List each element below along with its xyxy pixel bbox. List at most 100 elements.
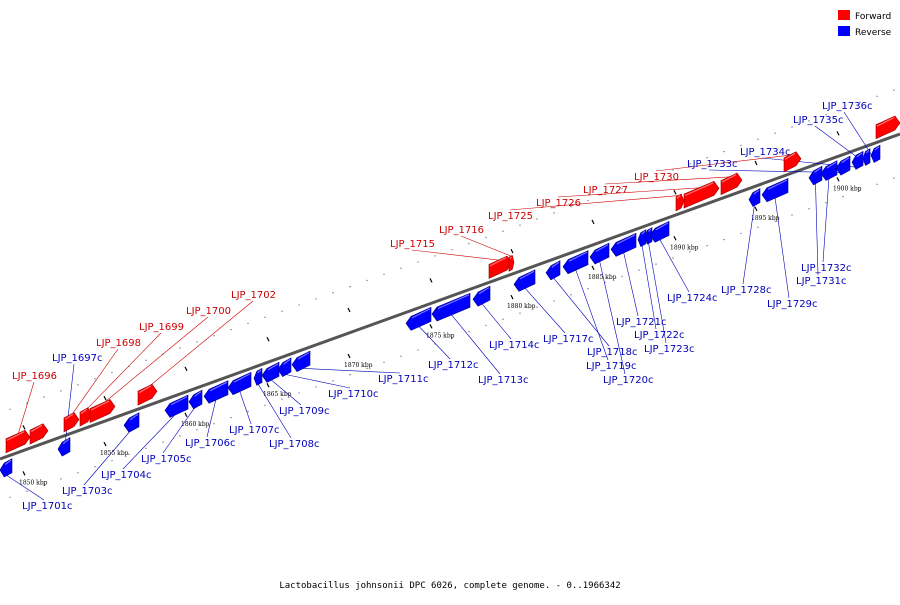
gene-ljp-1707c[interactable]: [227, 371, 252, 396]
tick-mark-upper: [184, 366, 188, 372]
gene-label[interactable]: LJP_1728c: [721, 285, 772, 296]
gene-ljp-1723c[interactable]: [644, 227, 653, 245]
gene-label[interactable]: LJP_1706c: [185, 438, 236, 449]
gene-ljp-1696[interactable]: [5, 429, 31, 454]
gene-ljp-1722c[interactable]: [637, 229, 647, 248]
gene-ljp-1711c[interactable]: [291, 350, 311, 372]
gene-label[interactable]: LJP_1734c: [740, 147, 791, 158]
gene-features[interactable]: [0, 115, 900, 478]
label-leader-line: [122, 413, 177, 470]
gene-ljp-1701c[interactable]: [0, 458, 13, 478]
gene-label[interactable]: LJP_1733c: [687, 159, 738, 170]
gene-ljp-1730[interactable]: [783, 151, 802, 173]
gene-ljp-1729c[interactable]: [761, 178, 789, 203]
gene-ljp-1717c[interactable]: [513, 269, 536, 292]
gene-ljp-1698[interactable]: [63, 412, 80, 433]
gene-label[interactable]: LJP_1699: [139, 322, 184, 333]
gene-ljp-1709c[interactable]: [261, 361, 280, 383]
gene-label[interactable]: LJP_1707c: [229, 425, 280, 436]
gene-label[interactable]: LJP_1724c: [667, 293, 718, 304]
gene-label[interactable]: LJP_1703c: [62, 486, 113, 497]
gene-ljp-1734c[interactable]: [851, 150, 864, 170]
gene-label[interactable]: LJP_1720c: [603, 375, 654, 386]
gene-label[interactable]: LJP_1730: [634, 172, 679, 183]
gene-label[interactable]: LJP_1725: [488, 211, 533, 222]
gene-ljp-1724c[interactable]: [649, 220, 670, 243]
gene-highlight: [489, 257, 507, 267]
gene-label[interactable]: LJP_1735c: [793, 115, 844, 126]
tick-mark-lower: [754, 206, 758, 212]
gene-label[interactable]: LJP_1705c: [141, 454, 192, 465]
gene-ljp-1733c[interactable]: [835, 155, 851, 176]
gene-label[interactable]: LJP_1708c: [269, 439, 320, 450]
gene-highlight: [257, 369, 262, 374]
gene-ljp-1700[interactable]: [89, 399, 116, 423]
gene-labels[interactable]: LJP_1696LJP_1697cLJP_1698LJP_1699LJP_170…: [12, 101, 873, 512]
gene-ljp-1731c[interactable]: [808, 165, 823, 186]
gene-ljp-1714c[interactable]: [472, 285, 491, 307]
guide-dot: [213, 423, 215, 425]
gene-label[interactable]: LJP_1721c: [616, 317, 667, 328]
gene-label[interactable]: LJP_1723c: [644, 344, 695, 355]
gene-feature-forward[interactable]: [29, 423, 49, 445]
gene-label[interactable]: LJP_1729c: [767, 299, 818, 310]
gene-label[interactable]: LJP_1711c: [378, 374, 429, 385]
gene-label[interactable]: LJP_1726: [536, 198, 581, 209]
gene-label[interactable]: LJP_1718c: [587, 347, 638, 358]
gene-ljp-1716[interactable]: [508, 254, 515, 272]
gene-label[interactable]: LJP_1736c: [822, 101, 873, 112]
gene-label[interactable]: LJP_1697c: [52, 353, 103, 364]
gene-ljp-1732c[interactable]: [820, 160, 838, 181]
gene-ljp-1704c[interactable]: [164, 394, 189, 418]
gene-highlight: [648, 228, 652, 233]
gene-label[interactable]: LJP_1731c: [796, 276, 847, 287]
guide-dot: [247, 322, 249, 325]
gene-label[interactable]: LJP_1709c: [279, 406, 330, 417]
gene-label[interactable]: LJP_1696: [12, 371, 57, 382]
gene-label[interactable]: LJP_1714c: [489, 340, 540, 351]
gene-feature-forward[interactable]: [875, 115, 900, 140]
gene-ljp-1726[interactable]: [683, 181, 720, 209]
guide-dot: [213, 335, 215, 337]
gene-ljp-1718c[interactable]: [545, 260, 561, 281]
gene-ljp-1728c[interactable]: [748, 188, 761, 207]
gene-ljp-1706c[interactable]: [203, 380, 229, 404]
gene-label[interactable]: LJP_1701c: [22, 501, 73, 512]
gene-label[interactable]: LJP_1719c: [586, 361, 637, 372]
gene-label[interactable]: LJP_1712c: [428, 360, 479, 371]
gene-ljp-1705c[interactable]: [188, 389, 203, 410]
guide-dot: [740, 144, 742, 147]
gene-ljp-1720c[interactable]: [589, 242, 610, 265]
gene-label[interactable]: LJP_1704c: [101, 470, 152, 481]
gene-ljp-1703c[interactable]: [123, 412, 140, 433]
gene-ljp-1697c[interactable]: [57, 437, 71, 457]
gene-label[interactable]: LJP_1715: [390, 239, 435, 250]
gene-ljp-1736c[interactable]: [870, 144, 881, 163]
gene-ljp-1727[interactable]: [720, 172, 743, 196]
gene-label[interactable]: LJP_1710c: [328, 389, 379, 400]
gene-ljp-1712c[interactable]: [405, 306, 432, 331]
guide-dot: [723, 150, 725, 153]
gene-label[interactable]: LJP_1717c: [543, 334, 594, 345]
gene-label[interactable]: LJP_1722c: [634, 330, 685, 341]
gene-label[interactable]: LJP_1698: [96, 338, 141, 349]
gene-ljp-1702[interactable]: [137, 383, 158, 406]
gene-ljp-1713c[interactable]: [431, 292, 471, 322]
gene-label[interactable]: LJP_1700: [186, 306, 231, 317]
gene-ljp-1725[interactable]: [675, 193, 685, 212]
gene-ljp-1735c[interactable]: [862, 148, 871, 166]
gene-label[interactable]: LJP_1727: [583, 185, 628, 196]
gene-label[interactable]: LJP_1713c: [478, 375, 529, 386]
label-leader-line: [815, 182, 819, 276]
gene-highlight: [841, 157, 850, 164]
guide-dot: [332, 292, 334, 294]
gene-label[interactable]: LJP_1732c: [801, 263, 852, 274]
gene-ljp-1719c[interactable]: [562, 250, 589, 275]
gene-ljp-1721c[interactable]: [610, 232, 637, 257]
gene-label[interactable]: LJP_1702: [231, 290, 276, 301]
gene-label[interactable]: LJP_1716: [439, 225, 484, 236]
gene-ljp-1708c[interactable]: [253, 367, 263, 386]
gene-ljp-1710c[interactable]: [277, 357, 292, 377]
